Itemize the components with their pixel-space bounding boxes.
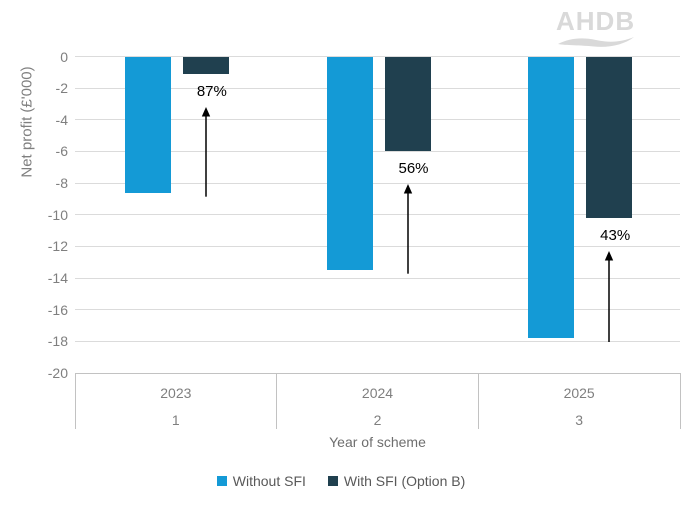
legend-item: Without SFI — [216, 473, 306, 489]
category-label-number: 1 — [171, 412, 180, 428]
x-axis-title: Year of scheme — [329, 434, 426, 450]
legend-label: Without SFI — [232, 473, 306, 489]
gridline — [75, 245, 680, 247]
bar-with-sfi-2025 — [586, 56, 633, 218]
gridline — [75, 87, 680, 89]
y-axis-tick-label: -2 — [55, 80, 68, 97]
category-label-year: 2024 — [361, 385, 394, 401]
gridline — [75, 150, 680, 152]
annotation-label: 87% — [196, 82, 227, 100]
category-label-number: 3 — [575, 412, 584, 428]
y-axis-tick-label: 0 — [60, 48, 68, 65]
bar-without-sfi-2023 — [124, 56, 171, 193]
category-separator — [74, 373, 76, 429]
category-label-year: 2023 — [160, 385, 192, 401]
annotation-arrow-icon — [403, 184, 412, 275]
y-axis-tick-label: -18 — [47, 333, 68, 350]
gridline — [75, 214, 680, 216]
annotation-arrow-icon — [604, 250, 614, 343]
category-label-year: 2025 — [563, 385, 595, 401]
bar-without-sfi-2024 — [326, 56, 373, 271]
ahdb-logo-text: AHDB — [556, 6, 636, 36]
category-label-number: 2 — [373, 412, 382, 428]
bar-without-sfi-2025 — [528, 56, 575, 339]
annotation-arrow-icon — [201, 106, 211, 197]
legend: Without SFI With SFI (Option B) — [0, 473, 682, 489]
y-axis-tick-label: -6 — [55, 143, 68, 160]
gridline — [75, 340, 680, 342]
annotation-label: 43% — [600, 226, 631, 244]
gridline — [75, 56, 680, 57]
y-axis-tick-label: -12 — [47, 238, 68, 255]
y-axis-tick-label: -14 — [47, 270, 68, 287]
y-axis-tick-label: -20 — [47, 365, 68, 381]
annotation-label: 56% — [398, 160, 429, 178]
y-axis-tick-label: -8 — [55, 175, 68, 192]
y-axis-tick-label: -4 — [55, 111, 68, 128]
y-axis-tick-label: -10 — [47, 206, 68, 223]
category-separator — [477, 373, 479, 429]
legend-label: With SFI (Option B) — [343, 473, 466, 489]
y-axis-tick-label: -16 — [47, 301, 68, 318]
bar-with-sfi-2023 — [182, 56, 229, 74]
gridline — [75, 182, 680, 184]
category-separator — [679, 373, 681, 429]
gridline — [75, 372, 680, 374]
gridline — [75, 119, 680, 121]
category-separator — [276, 373, 278, 429]
bar-with-sfi-2024 — [384, 56, 431, 152]
legend-item: With SFI (Option B) — [327, 473, 466, 489]
legend-swatch-icon — [327, 476, 338, 486]
legend-swatch-icon — [216, 476, 227, 486]
ahdb-logo: AHDB — [556, 8, 636, 49]
ahdb-logo-swoosh-icon — [558, 37, 634, 47]
gridline — [75, 309, 680, 311]
gridline — [75, 277, 680, 279]
